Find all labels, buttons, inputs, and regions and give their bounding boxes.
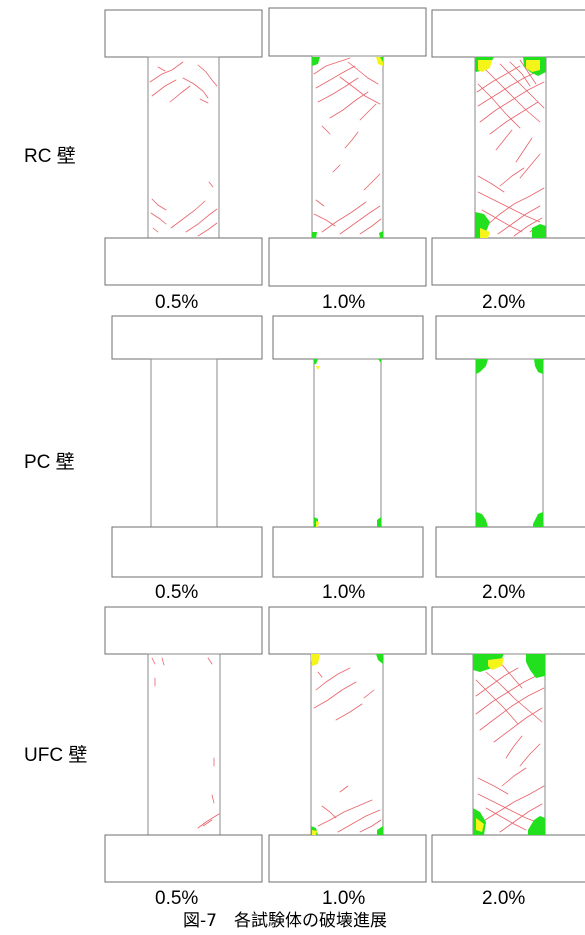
crack-pattern — [313, 57, 382, 235]
bottom-foundation-block — [268, 237, 427, 287]
bottom-foundation-block — [111, 526, 263, 578]
damage-zones — [314, 359, 381, 527]
crack-pattern — [149, 61, 218, 237]
wall-specimen — [147, 56, 220, 239]
crack-pattern — [313, 667, 382, 833]
top-loading-block — [431, 606, 585, 655]
panel-rc-2-0 — [431, 9, 585, 286]
top-loading-block — [268, 606, 427, 655]
top-loading-block — [104, 9, 263, 58]
bottom-foundation-block — [435, 526, 585, 578]
drift-label: 2.0% — [482, 582, 525, 603]
drift-label: 0.5% — [155, 582, 198, 603]
wall-specimen — [474, 56, 547, 239]
panel-ufc-2-0 — [431, 606, 585, 883]
row-label-ufc: UFC 壁 — [24, 744, 87, 766]
row-rc: RC 壁 0.5% — [24, 7, 585, 313]
bottom-foundation-block — [268, 834, 427, 883]
row-label-rc: RC 壁 — [24, 145, 76, 167]
top-loading-block — [104, 606, 263, 655]
wall-specimen — [150, 358, 218, 528]
row-pc: PC 壁 0.5% 1.0% — [24, 315, 585, 603]
top-loading-block — [272, 315, 424, 360]
top-loading-block — [268, 7, 427, 57]
top-loading-block — [431, 9, 585, 58]
damage-zones — [476, 359, 543, 527]
panel-pc-2-0 — [435, 315, 585, 578]
wall-specimen — [472, 653, 546, 836]
damage-zones — [312, 57, 383, 238]
wall-specimen — [311, 55, 384, 239]
drift-label: 1.0% — [322, 582, 365, 603]
panel-rc-0-5 — [104, 9, 263, 286]
drift-label: 1.0% — [322, 292, 365, 313]
figure-caption: 図-7 各試験体の破壊進展 — [183, 911, 387, 931]
wall-specimen — [147, 653, 221, 836]
top-loading-block — [435, 315, 585, 360]
damage-zones — [475, 57, 546, 238]
bottom-foundation-block — [104, 834, 263, 883]
drift-label: 2.0% — [482, 888, 525, 909]
bottom-foundation-block — [431, 834, 585, 883]
drift-label: 0.5% — [155, 292, 198, 313]
crack-pattern — [151, 657, 220, 829]
panel-rc-1-0 — [268, 7, 427, 287]
crack-pattern — [476, 59, 545, 237]
damage-zones — [311, 654, 383, 835]
bottom-foundation-block — [272, 526, 424, 578]
row-ufc: UFC 壁 0.5% — [24, 606, 585, 909]
drift-label: 0.5% — [155, 888, 198, 909]
crack-pattern — [475, 659, 545, 833]
wall-specimen — [475, 358, 544, 528]
damage-zones — [473, 654, 545, 835]
top-loading-block — [111, 315, 263, 360]
panel-ufc-0-5 — [104, 606, 263, 883]
drift-label: 2.0% — [482, 292, 525, 313]
panel-pc-0-5 — [111, 315, 263, 578]
wall-specimen — [310, 653, 384, 836]
bottom-foundation-block — [431, 237, 585, 286]
drift-label: 1.0% — [322, 888, 365, 909]
panel-ufc-1-0 — [268, 606, 427, 883]
bottom-foundation-block — [104, 237, 263, 286]
row-label-pc: PC 壁 — [24, 451, 75, 473]
wall-specimen — [313, 358, 382, 528]
panel-pc-1-0 — [272, 315, 424, 578]
